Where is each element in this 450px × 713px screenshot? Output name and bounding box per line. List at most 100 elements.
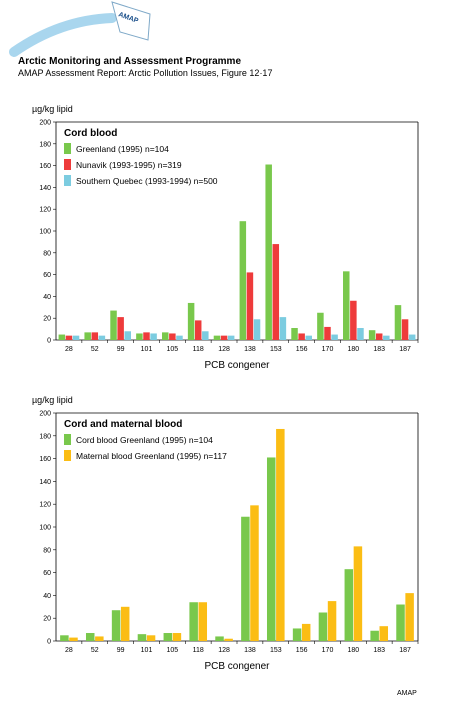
chart1-bar-99-series1 (110, 310, 117, 340)
chart1-y-tick-label: 140 (39, 185, 51, 192)
chart2-title: Cord and maternal blood (64, 419, 182, 430)
chart1-bar-52-series2 (91, 332, 99, 340)
chart2-bar-180-series1 (344, 569, 354, 641)
chart1-bar-128-series1 (213, 335, 221, 340)
chart2-bar-28-series2 (69, 637, 78, 641)
chart2-bar-138-series1 (241, 516, 250, 641)
chart1-bar-187-series2 (401, 319, 409, 340)
chart1-y-tick-label: 180 (39, 141, 51, 148)
chart2-legend-swatch-2 (64, 450, 71, 461)
chart1-bar-105-series2 (169, 333, 176, 340)
chart2-y-tick-label: 100 (39, 525, 51, 532)
chart1-x-tick-label: 118 (193, 346, 204, 353)
chart1-legend-label-2: Nunavik (1993-1995) n=319 (76, 160, 182, 170)
chart2-bar-170-series2 (327, 601, 337, 641)
chart1-bar-99-series3 (124, 331, 131, 340)
chart1-legend-label-1: Greenland (1995) n=104 (76, 144, 169, 154)
chart2-y-tick-label: 0 (47, 639, 51, 646)
chart1-y-tick-label: 160 (39, 163, 51, 170)
chart2-y-tick-label: 140 (39, 479, 51, 486)
chart2-y-tick-label: 160 (39, 456, 51, 463)
chart1-x-tick-label: 156 (296, 346, 308, 353)
chart-cord-maternal-blood: 0 20 40 60 80 100 120 140 160 180 200 µg/kg lipid 28… (32, 395, 419, 672)
chart1-x-tick-label: 138 (244, 346, 256, 353)
chart2-x-tick-label: 153 (270, 647, 282, 654)
chart1-x-tick-label: 28 (65, 346, 73, 353)
chart2-x-tick-label: 138 (244, 647, 256, 654)
chart2-bar-105-series1 (163, 633, 173, 641)
chart1-y-tick-label: 0 (47, 338, 51, 345)
chart2-x-tick-label: 156 (296, 647, 308, 654)
chart1-y-tick-label: 100 (39, 229, 51, 236)
chart1-x-axis-label: PCB congener (204, 360, 270, 371)
chart2-x-tick-label: 187 (399, 647, 411, 654)
chart1-bar-187-series1 (394, 305, 402, 340)
chart2-bar-52-series2 (95, 636, 104, 641)
chart1-legend-swatch-3 (64, 175, 71, 186)
chart2-bar-99-series1 (111, 610, 121, 641)
chart1-x-tick-label: 128 (218, 346, 230, 353)
logo-wing (111, 1, 151, 41)
logo-arc (9, 13, 117, 57)
chart1-y-tick-label: 40 (43, 294, 51, 301)
chart1-x-tick-label: 101 (141, 346, 153, 353)
chart1-bar-187-series3 (408, 334, 416, 340)
chart2-bar-187-series1 (396, 604, 405, 641)
chart2-y-tick-label: 80 (43, 547, 51, 554)
chart2-legend-label-2: Maternal blood Greenland (1995) n=117 (76, 451, 227, 461)
chart1-bar-101-series1 (136, 333, 143, 340)
chart1-y-tick-label: 80 (43, 250, 51, 257)
chart1-bar-28-series1 (58, 334, 66, 340)
chart1-title: Cord blood (64, 128, 117, 139)
chart-cord-blood: 0 20 40 60 80 100 120 140 160 180 200 µg/kg lipid 28… (32, 104, 419, 371)
chart2-y-tick-label: 20 (43, 616, 51, 623)
chart1-bar-170-series2 (324, 326, 331, 340)
chart1-x-tick-label: 170 (322, 346, 334, 353)
chart1-y-tick-label: 60 (43, 272, 51, 279)
chart2-x-tick-label: 170 (322, 647, 334, 654)
chart2-bar-153-series2 (276, 428, 285, 641)
chart2-x-tick-label: 118 (193, 647, 204, 654)
chart2-bar-118-series1 (189, 602, 198, 641)
chart1-bar-128-series2 (220, 335, 228, 340)
chart1-y-tick-label: 200 (39, 120, 51, 127)
chart2-bar-105-series2 (172, 633, 182, 641)
chart1-bar-180-series3 (357, 328, 364, 340)
chart1-bar-105-series3 (176, 335, 183, 340)
chart1-bar-52-series3 (98, 335, 106, 340)
chart2-bar-118-series2 (198, 602, 208, 641)
chart1-y-tick-label: 20 (43, 316, 51, 323)
chart1-bar-153-series1 (265, 164, 272, 340)
chart1-bar-183-series3 (383, 335, 390, 340)
chart2-y-tick-label: 200 (39, 411, 51, 418)
chart1-bar-156-series2 (298, 333, 305, 340)
chart1-bar-138-series3 (253, 319, 261, 340)
chart1-x-tick-label: 105 (167, 346, 179, 353)
chart1-y-tick-label: 120 (39, 207, 51, 214)
chart2-bar-156-series2 (301, 623, 311, 641)
chart2-y-axis-label: µg/kg lipid (32, 395, 73, 405)
chart1-x-tick-label: 52 (91, 346, 99, 353)
chart1-bar-101-series3 (150, 333, 157, 340)
chart2-legend-label-1: Cord blood Greenland (1995) n=104 (76, 435, 213, 445)
chart2-x-axis-label: PCB congener (204, 661, 270, 672)
chart2-bar-170-series1 (318, 612, 328, 641)
chart1-legend-swatch-2 (64, 159, 71, 170)
chart1-bar-138-series2 (246, 272, 254, 340)
chart1-bar-183-series1 (368, 330, 376, 340)
chart1-bar-105-series1 (162, 332, 169, 340)
chart2-bar-138-series2 (250, 505, 259, 641)
chart1-bar-156-series3 (305, 335, 312, 340)
chart2-x-tick-label: 28 (65, 647, 73, 654)
chart1-x-tick-label: 187 (399, 346, 411, 353)
chart2-bar-183-series2 (379, 626, 389, 641)
chart1-bar-180-series1 (343, 271, 350, 340)
chart2-bar-52-series1 (85, 633, 95, 641)
report-subtitle: AMAP Assessment Report: Arctic Pollution… (18, 68, 273, 78)
chart2-legend-swatch-1 (64, 434, 71, 445)
chart1-bar-118-series2 (194, 320, 202, 340)
report-title: Arctic Monitoring and Assessment Program… (18, 56, 242, 67)
chart1-x-tick-label: 180 (348, 346, 360, 353)
chart1-bar-101-series2 (143, 332, 150, 340)
chart2-bar-153-series1 (266, 457, 276, 641)
